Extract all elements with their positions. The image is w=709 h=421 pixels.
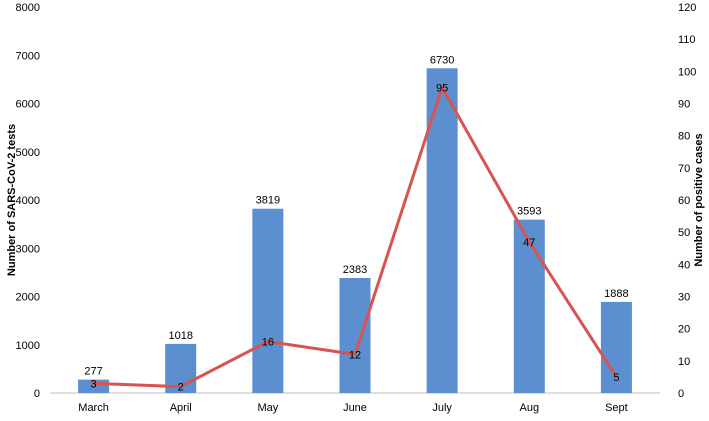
line-point [92, 381, 96, 385]
line-point [179, 385, 183, 389]
y-tick-label-right: 40 [678, 259, 690, 271]
y-tick-label-left: 4000 [16, 195, 40, 207]
bar [513, 219, 545, 393]
line-point [527, 240, 531, 244]
x-tick-label: May [257, 402, 278, 414]
bar-value-label: 277 [84, 366, 102, 378]
y-tick-label-left: 8000 [16, 2, 40, 14]
y-tick-label-right: 60 [678, 195, 690, 207]
y-axis-label-right: Number of positive cases [693, 133, 705, 266]
x-tick-label: Sept [605, 402, 628, 414]
y-tick-label-right: 120 [678, 2, 696, 14]
bar [339, 278, 371, 393]
y-tick-label-left: 0 [34, 388, 40, 400]
line-series [92, 85, 618, 389]
bar-value-label: 2383 [343, 264, 367, 276]
line-value-label: 95 [436, 82, 448, 94]
y-tick-label-right: 20 [678, 324, 690, 336]
line-value-label: 3 [91, 378, 97, 390]
line-point [353, 352, 357, 356]
y-axis-label-left: Number of SARS-CoV-2 tests [6, 124, 18, 276]
x-tick-label: April [170, 402, 192, 414]
y-tick-label-left: 6000 [16, 99, 40, 111]
bar-value-label: 1888 [604, 288, 628, 300]
line-value-label: 5 [613, 372, 619, 384]
line-value-label: 2 [178, 382, 184, 394]
bar-value-label: 1018 [168, 330, 192, 342]
bar-series [78, 68, 632, 393]
bar [252, 208, 284, 393]
x-tick-label: Aug [519, 402, 539, 414]
bar-value-label: 6730 [430, 54, 454, 66]
x-tick-label: March [78, 402, 109, 414]
y-tick-label-right: 110 [678, 34, 696, 46]
bar-value-label: 3593 [517, 206, 541, 218]
y-tick-label-left: 7000 [16, 50, 40, 62]
y-tick-label-right: 30 [678, 292, 690, 304]
x-tick-label: July [432, 402, 452, 414]
y-tick-label-left: 2000 [16, 292, 40, 304]
y-tick-label-right: 50 [678, 227, 690, 239]
line-point [266, 340, 270, 344]
line-point [614, 375, 618, 379]
y-tick-label-right: 0 [678, 388, 684, 400]
line-point [440, 85, 444, 89]
line-value-label: 16 [262, 337, 274, 349]
y-tick-label-left: 1000 [16, 340, 40, 352]
x-tick-label: June [343, 402, 367, 414]
y-tick-label-right: 70 [678, 163, 690, 175]
axes: 0 1000 2000 3000 4000 5000 6000 7000 8000 0 10 20 30… [16, 2, 697, 414]
line-value-label: 47 [523, 237, 535, 249]
y-tick-label-right: 100 [678, 66, 696, 78]
y-tick-label-right: 10 [678, 356, 690, 368]
data-labels: 277 1018 3819 2383 6730 3593 1888 3 2 16 12 95 47 5 [84, 54, 628, 393]
line-value-label: 12 [349, 349, 361, 361]
y-tick-label-left: 3000 [16, 243, 40, 255]
y-tick-label-right: 90 [678, 99, 690, 111]
y-tick-label-left: 5000 [16, 147, 40, 159]
y-tick-label-right: 80 [678, 131, 690, 143]
bar-value-label: 3819 [256, 195, 280, 207]
